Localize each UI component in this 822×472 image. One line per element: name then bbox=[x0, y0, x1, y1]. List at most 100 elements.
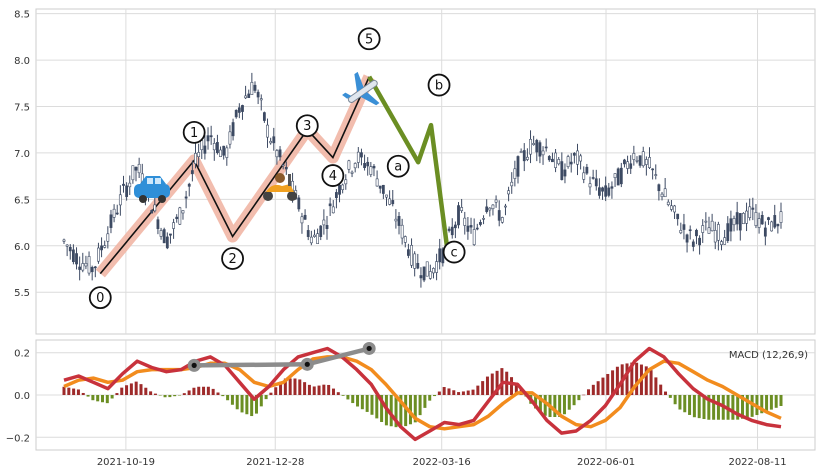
candle-body bbox=[745, 210, 748, 224]
price-tick-label: 8.5 bbox=[14, 10, 30, 21]
histogram-bar bbox=[649, 370, 653, 395]
corrective-line bbox=[367, 75, 451, 256]
candle-body bbox=[353, 163, 357, 169]
histogram-bar bbox=[567, 395, 571, 410]
candle-body bbox=[410, 245, 413, 266]
scooter-icon bbox=[263, 173, 297, 201]
candle-body bbox=[507, 190, 511, 195]
histogram-bar bbox=[216, 392, 220, 395]
candle-body bbox=[635, 160, 639, 162]
histogram-bar bbox=[100, 395, 104, 403]
candle-body bbox=[356, 151, 360, 163]
price-tick-label: 5.5 bbox=[14, 288, 30, 299]
candle-body bbox=[400, 224, 404, 239]
airplane-icon bbox=[342, 71, 380, 106]
histogram-bar bbox=[572, 395, 576, 406]
candle-body bbox=[576, 150, 579, 165]
candle-body bbox=[300, 216, 304, 224]
candle-body bbox=[212, 143, 216, 151]
histogram-bar bbox=[240, 395, 244, 413]
histogram-bar bbox=[774, 395, 778, 408]
candle-body bbox=[713, 230, 717, 243]
candle-body bbox=[325, 225, 329, 229]
candle-body bbox=[169, 233, 172, 236]
candle-body bbox=[259, 98, 263, 101]
candle-body bbox=[488, 207, 492, 211]
wave-label-circle bbox=[442, 240, 466, 264]
candle-body bbox=[366, 161, 370, 167]
histogram-bar bbox=[466, 390, 470, 395]
candle-body bbox=[648, 157, 651, 168]
histogram-bar bbox=[750, 395, 754, 417]
candle-body bbox=[106, 233, 110, 242]
histogram-bar bbox=[153, 393, 157, 395]
histogram-bar bbox=[158, 395, 162, 396]
candle-body bbox=[438, 248, 442, 263]
candle-body bbox=[485, 206, 489, 212]
histogram-bar bbox=[692, 395, 696, 418]
histogram-bar bbox=[659, 384, 663, 395]
histogram-bar bbox=[279, 381, 283, 395]
histogram-bar bbox=[510, 377, 514, 395]
candle-body bbox=[65, 244, 69, 247]
histogram-bar bbox=[139, 384, 143, 395]
candle-body bbox=[231, 122, 235, 137]
histogram-bar bbox=[760, 395, 764, 414]
candle-body bbox=[638, 155, 642, 166]
histogram-bar bbox=[630, 362, 634, 395]
wave-label-circle bbox=[357, 27, 381, 51]
histogram-bar bbox=[654, 377, 658, 395]
candle-body bbox=[122, 183, 125, 186]
histogram-bar bbox=[587, 389, 591, 395]
candle-body bbox=[767, 217, 770, 221]
candle-body bbox=[522, 150, 526, 162]
candle-body bbox=[313, 234, 316, 237]
histogram-bar bbox=[601, 377, 605, 395]
candle-body bbox=[695, 229, 698, 237]
histogram-bar bbox=[683, 395, 687, 413]
histogram-bar bbox=[312, 386, 316, 395]
wave-label: 3 bbox=[303, 119, 311, 134]
candle-body bbox=[541, 150, 545, 156]
candle-body bbox=[112, 208, 116, 218]
candle-body bbox=[100, 245, 103, 251]
wave-label: 2 bbox=[228, 252, 236, 267]
candle-body bbox=[673, 205, 676, 213]
candle-body bbox=[760, 215, 764, 225]
wave-label: c bbox=[451, 246, 458, 261]
candle-body bbox=[319, 225, 323, 237]
candle-body bbox=[519, 151, 523, 153]
histogram-bar bbox=[514, 382, 518, 395]
candle-body bbox=[68, 246, 72, 252]
histogram-bar bbox=[635, 362, 639, 395]
candle-body bbox=[641, 151, 645, 167]
histogram-bar bbox=[433, 395, 437, 397]
histogram-bar bbox=[461, 391, 465, 395]
candle-body bbox=[109, 214, 113, 228]
candle-body bbox=[131, 165, 135, 181]
candle-body bbox=[150, 210, 154, 214]
candle-body bbox=[670, 205, 673, 210]
candle-body bbox=[363, 163, 366, 168]
candle-body bbox=[723, 237, 727, 245]
histogram-bar bbox=[115, 393, 119, 395]
candle-body bbox=[735, 212, 739, 225]
candle-body bbox=[623, 159, 626, 165]
candle-body bbox=[275, 150, 279, 158]
candle-body bbox=[594, 178, 598, 187]
histogram-bar bbox=[274, 387, 278, 395]
candle-body bbox=[742, 213, 745, 225]
candle-body bbox=[450, 226, 454, 236]
candle-body bbox=[347, 160, 351, 170]
histogram-bar bbox=[668, 395, 672, 398]
candle-body bbox=[328, 203, 332, 207]
candle-body bbox=[748, 206, 752, 218]
candle-body bbox=[644, 159, 648, 165]
candle-body bbox=[209, 135, 213, 138]
candle-body bbox=[234, 109, 238, 118]
candle-body bbox=[237, 107, 241, 113]
candle-body bbox=[726, 223, 730, 242]
histogram-bar bbox=[678, 395, 682, 410]
histogram-bar bbox=[394, 395, 398, 428]
